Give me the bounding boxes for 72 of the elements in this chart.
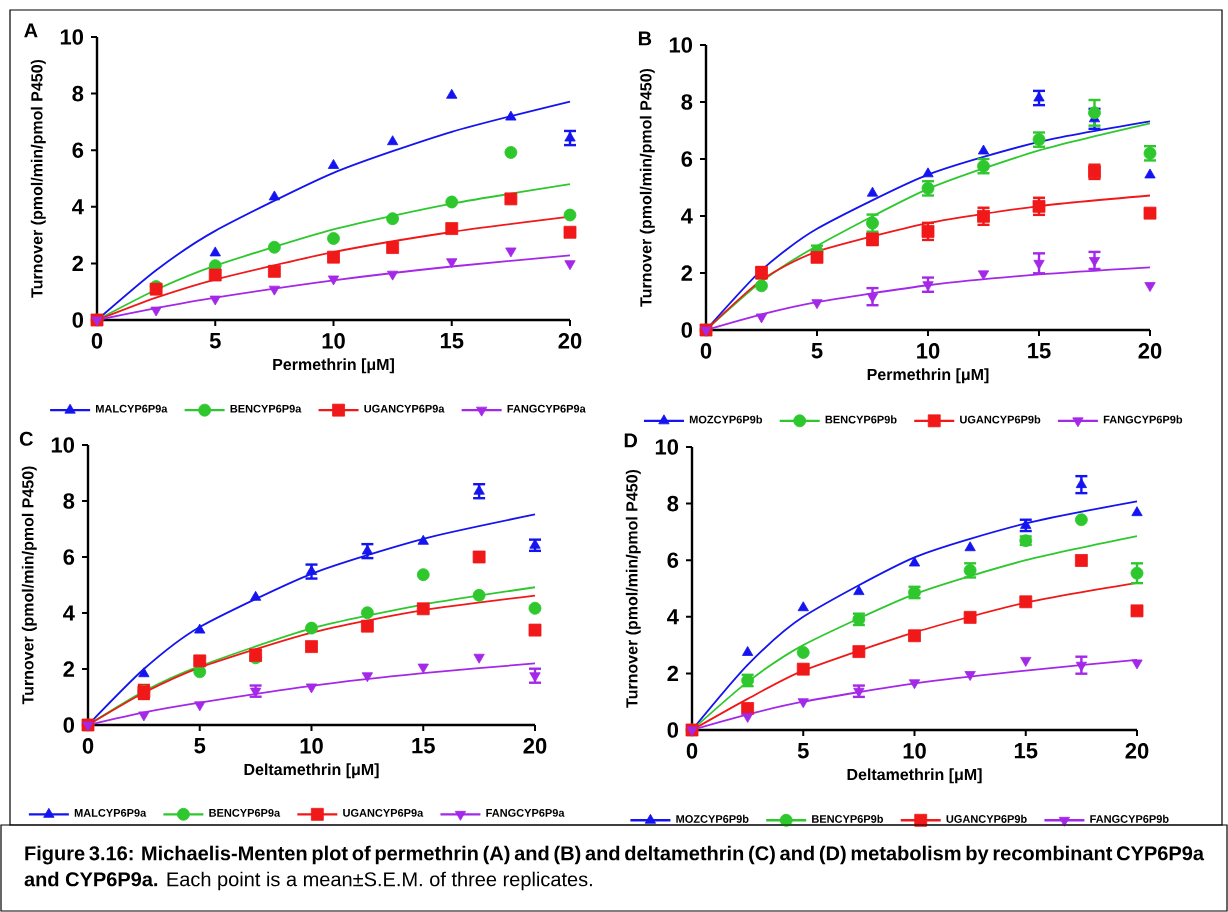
y-tick-label: 0 [72,312,84,328]
y-axis-title: Turnover (pmol/min/pmol P450) [21,466,37,705]
x-tick-label: 5 [194,738,206,754]
y-tick-label: 8 [63,493,75,509]
y-axis-title: Turnover (pmol/min/pmol P450) [639,68,655,307]
x-tick-label: 20 [523,738,547,754]
x-tick-label: 0 [91,333,103,349]
legend-label: BENCYP6P9b [812,814,884,823]
y-tick-label: 10 [669,37,693,53]
y-tick-label: 0 [63,717,75,733]
y-axis-title: Turnover (pmol/min/pmol P450) [625,469,641,708]
legend-label: MALCYP6P9a [74,809,147,817]
chart-title: B [638,31,652,46]
y-tick-label: 4 [63,605,75,621]
legend-label: UGANCYP6P9a [343,809,424,817]
legend-label: FANGCYP6P9b [1090,814,1169,823]
y-tick-label: 6 [667,552,679,568]
chart-title: C [19,431,33,446]
y-tick-label: 2 [72,255,84,272]
legend-label: UGANCYP6P9a [364,404,445,413]
y-tick-label: 10 [60,29,84,45]
legend-label: BENCYP6P9a [230,404,302,413]
y-tick-label: 4 [681,208,693,224]
x-tick-label: 5 [209,333,221,349]
x-tick-label: 10 [903,743,926,759]
x-axis-title: Permethrin [μM] [867,368,989,384]
x-tick-label: 20 [1125,743,1149,759]
y-tick-label: 2 [681,265,693,281]
legend-label: FANGCYP6P9a [486,809,565,817]
y-tick-label: 0 [667,722,679,738]
y-tick-label: 10 [51,437,75,453]
x-tick-label: 10 [322,333,345,349]
x-tick-label: 20 [1138,343,1162,359]
x-axis-title: Deltamethrin [μM] [847,768,982,784]
legend-label: MOZCYP6P9b [676,814,749,823]
legend-label: UGANCYP6P9b [960,415,1041,424]
legend-label: MALCYP6P9a [96,404,168,413]
text: Figure 3.16: Michaelis-Menten plot of permethrin (A) and (B) and deltamethrin (C) and (D) metabolism by recombinant CYP6P9a and CYP6P9a. Each point is a mean±S.E.M. of three replicates. [24,845,1205,891]
x-tick-label: 10 [917,343,940,359]
x-tick-label: 15 [440,333,464,349]
x-axis-title: Deltamethrin [μM] [244,763,379,779]
x-axis-title: Permethrin [μM] [273,358,394,374]
chart-title: D [624,433,638,448]
legend-label: UGANCYP6P9b [946,814,1027,823]
legend-label: BENCYP6P9a [209,809,281,817]
x-tick-label: 15 [1028,343,1051,359]
y-tick-label: 8 [72,85,84,102]
x-tick-label: 10 [300,738,323,754]
y-tick-label: 6 [72,142,84,158]
y-tick-label: 2 [63,661,75,677]
y-tick-label: 2 [667,665,679,682]
y-tick-label: 8 [667,495,679,512]
x-tick-label: 15 [412,738,435,754]
y-tick-label: 6 [681,151,693,167]
x-tick-label: 0 [700,343,712,359]
y-axis-title: Turnover (pmol/min/pmol P450) [30,59,46,298]
y-tick-label: 8 [681,94,693,110]
y-tick-label: 4 [667,609,679,625]
x-tick-label: 20 [558,333,582,349]
y-tick-label: 0 [681,322,693,338]
x-tick-label: 15 [1014,743,1038,759]
x-tick-label: 5 [797,743,809,759]
y-tick-label: 10 [655,439,679,455]
legend-label: FANGCYP6P9a [507,404,586,413]
x-tick-label: 5 [811,343,823,359]
y-tick-label: 4 [72,199,84,215]
chart-title: A [24,23,38,38]
legend-label: MOZCYP6P9b [689,415,763,424]
legend-label: FANGCYP6P9b [1103,415,1183,424]
y-tick-label: 6 [63,549,75,565]
legend-label: BENCYP6P9b [825,415,897,424]
x-tick-label: 0 [82,738,94,754]
